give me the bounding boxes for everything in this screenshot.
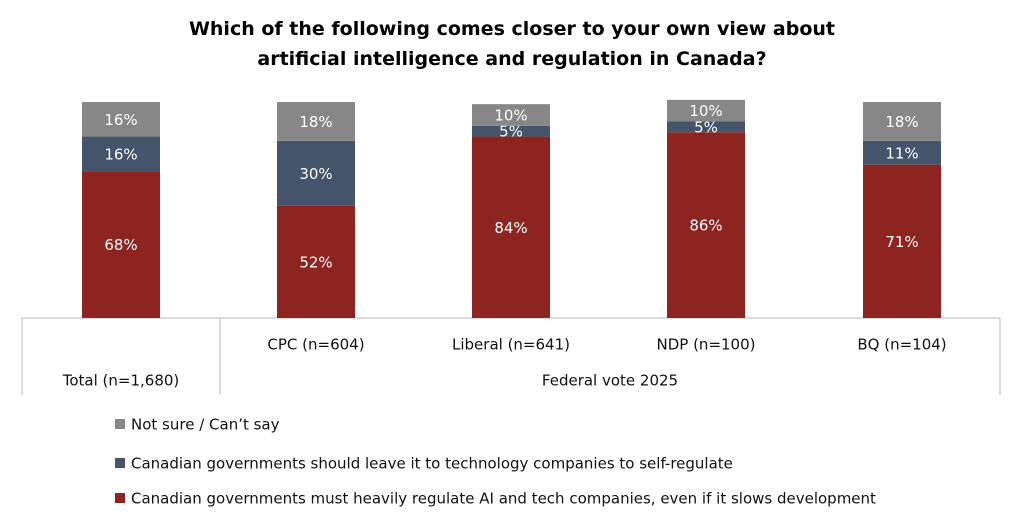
legend-swatch: [115, 493, 125, 503]
value-label: 10%: [689, 102, 722, 120]
value-label: 71%: [885, 233, 918, 251]
bar-segment: [277, 140, 355, 206]
x-tick-label: CPC (n=604): [267, 336, 364, 354]
value-label: 52%: [299, 253, 332, 271]
x-tick-label: NDP (n=100): [657, 336, 756, 354]
legend-label: Not sure / Can’t say: [131, 416, 280, 434]
value-label: 16%: [104, 145, 137, 163]
value-label: 86%: [689, 217, 722, 235]
bar-segment: [667, 121, 745, 133]
value-label: 84%: [494, 219, 527, 237]
bar-segment: [667, 99, 745, 122]
bar-segment: [277, 205, 355, 318]
legend-swatch: [115, 419, 125, 429]
value-label: 68%: [104, 236, 137, 254]
bar-segment: [472, 125, 550, 137]
bar-segment: [472, 136, 550, 318]
legend-label: Canadian governments must heavily regula…: [131, 490, 876, 508]
bar-segment: [82, 171, 160, 318]
bar-segment: [277, 102, 355, 141]
x-tick-label: Total (n=1,680): [62, 372, 180, 390]
value-label: 5%: [694, 118, 718, 136]
value-label: 11%: [885, 144, 918, 162]
value-label: 16%: [104, 111, 137, 129]
chart-title: Which of the following comes closer to y…: [188, 18, 836, 70]
bar-segment: [82, 136, 160, 172]
x-tick-label: Liberal (n=641): [452, 336, 570, 354]
legend-label: Canadian governments should leave it to …: [131, 455, 733, 473]
value-label: 30%: [299, 165, 332, 183]
bar-segment: [863, 140, 941, 165]
legend-swatch: [115, 458, 125, 468]
x-tick-label: BQ (n=104): [857, 336, 946, 354]
group-label: Federal vote 2025: [542, 372, 678, 390]
value-label: 18%: [885, 113, 918, 131]
bar-segment: [82, 102, 160, 137]
value-label: 18%: [299, 113, 332, 131]
bar-segment: [667, 132, 745, 318]
value-label: 5%: [499, 123, 523, 141]
value-label: 10%: [494, 106, 527, 124]
bar-segment: [863, 102, 941, 141]
bar-segment: [472, 104, 550, 126]
bar-segment: [863, 164, 941, 318]
